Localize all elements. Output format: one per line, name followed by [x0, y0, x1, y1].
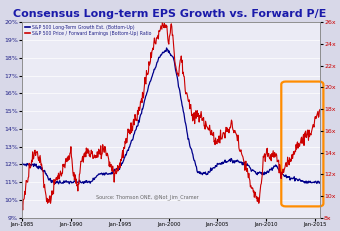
Text: Consensus Long-term EPS Growth vs. Forward P/E: Consensus Long-term EPS Growth vs. Forwa…: [13, 9, 327, 19]
Text: Source: Thomson ONE, @Not_Jim_Cramer: Source: Thomson ONE, @Not_Jim_Cramer: [96, 194, 199, 200]
Legend: S&P 500 Long-Term Growth Est. (Bottom-Up), S&P 500 Price / Forward Earnings (Bot: S&P 500 Long-Term Growth Est. (Bottom-Up…: [24, 25, 152, 36]
